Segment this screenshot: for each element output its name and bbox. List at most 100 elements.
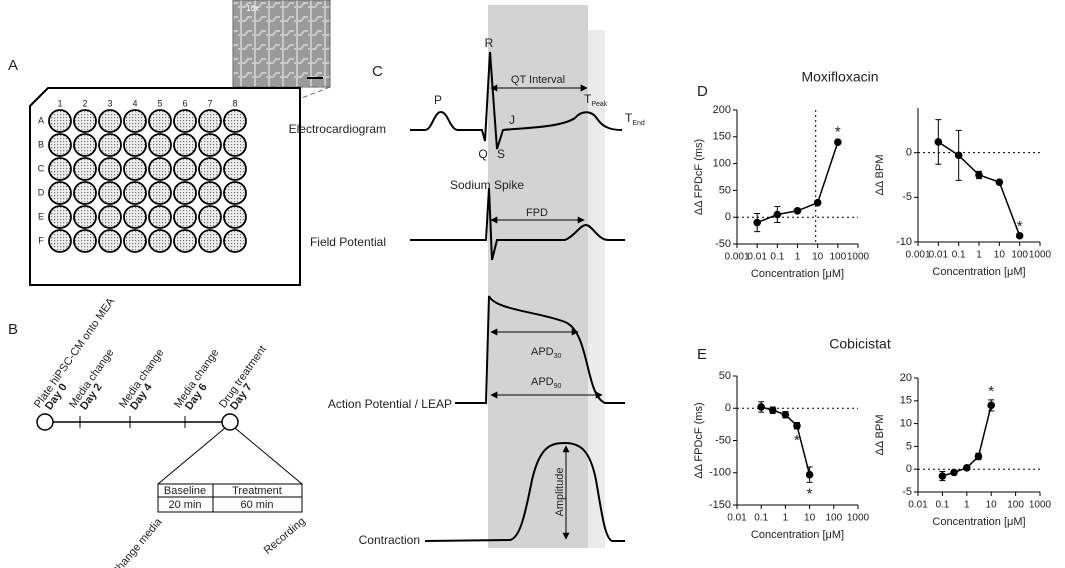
well xyxy=(173,205,197,229)
x-tick-label: 0.01 xyxy=(929,250,949,261)
well xyxy=(198,229,222,253)
data-point xyxy=(805,470,814,479)
row-label: B xyxy=(38,139,44,149)
x-tick-label: 100 xyxy=(829,252,846,263)
x-tick-label: 1 xyxy=(795,252,801,263)
y-tick-label: -50 xyxy=(715,238,731,250)
x-tick-label: 10 xyxy=(986,500,998,511)
y-tick-label: 0 xyxy=(906,147,912,159)
shaded-band xyxy=(488,5,588,548)
significance-marker: * xyxy=(807,485,813,502)
row-label: A xyxy=(38,115,44,125)
well xyxy=(173,181,197,205)
wave-label: R xyxy=(485,36,494,50)
data-point xyxy=(938,472,947,480)
data-point xyxy=(773,210,782,219)
well xyxy=(223,229,247,253)
timeline-start xyxy=(36,413,54,431)
y-axis-label: ΔΔ FPDcF (ms) xyxy=(693,139,705,215)
well xyxy=(148,229,172,253)
wave-label: T xyxy=(625,111,633,125)
phase-duration: 60 min xyxy=(240,499,273,511)
wave-label: P xyxy=(434,93,442,107)
data-point xyxy=(757,403,765,411)
y-tick-label: 10 xyxy=(900,418,912,430)
well xyxy=(173,133,197,157)
zoom-line xyxy=(234,427,303,485)
well xyxy=(148,133,172,157)
y-tick-label: 5 xyxy=(906,440,912,452)
well xyxy=(198,109,222,133)
well xyxy=(98,229,122,253)
x-tick-label: 100 xyxy=(1011,250,1028,261)
data-point xyxy=(995,178,1004,186)
panel-letter: C xyxy=(372,63,383,80)
well xyxy=(223,157,247,181)
well xyxy=(198,133,222,157)
y-tick-label: -10 xyxy=(896,236,912,248)
y-tick-label: 0 xyxy=(906,463,912,475)
well xyxy=(148,157,172,181)
well xyxy=(123,205,147,229)
chart: -150 -100 -50 0 50 0.01 0.1 1 10 100 1000 ΔΔ FPDcF … xyxy=(693,370,870,541)
x-tick-label: 1 xyxy=(976,250,982,261)
x-axis-label: Concentration [μM] xyxy=(751,268,844,280)
well xyxy=(198,157,222,181)
x-axis-label: Concentration [μM] xyxy=(932,516,1025,528)
x-tick-label: 0.1 xyxy=(935,500,949,511)
panel-a: A 10x 1 2 3 4 5 6 7 8 A B C D E F xyxy=(8,0,331,286)
timeline-end xyxy=(221,413,239,431)
chart: -5 0 5 10 15 20 0.01 0.1 1 10 100 1000 ΔΔ BPM Concent… xyxy=(874,372,1052,528)
y-axis-label: ΔΔ FPDcF (ms) xyxy=(693,402,705,478)
interval-label: APD30 xyxy=(531,346,562,360)
trace-label: Electrocardiogram xyxy=(289,122,386,136)
protocol-box xyxy=(157,483,303,513)
protocol-start: Change media xyxy=(109,515,165,568)
data-point xyxy=(793,206,802,215)
data-point xyxy=(963,464,971,472)
microscope-inset xyxy=(232,0,331,88)
data-point xyxy=(987,401,995,410)
zoom-line xyxy=(157,427,226,485)
well xyxy=(148,109,172,133)
x-tick-label: 1 xyxy=(783,513,789,524)
data-point xyxy=(768,406,777,414)
x-axis-label: Concentration [μM] xyxy=(932,266,1025,278)
x-tick-label: 0.01 xyxy=(908,500,928,511)
well xyxy=(98,133,122,157)
x-tick-label: 1000 xyxy=(1029,500,1052,511)
well xyxy=(148,181,172,205)
well xyxy=(173,229,197,253)
wave-subscript: Peak xyxy=(591,101,607,108)
y-tick-label: 200 xyxy=(713,104,731,116)
well xyxy=(73,133,97,157)
well xyxy=(123,229,147,253)
y-axis-label: ΔΔ BPM xyxy=(874,415,886,456)
well xyxy=(123,157,147,181)
data-point xyxy=(974,452,983,461)
wave-label: Sodium Spike xyxy=(450,178,524,192)
series-line xyxy=(937,141,1021,237)
well xyxy=(73,109,97,133)
panel-letter: A xyxy=(8,57,18,74)
interval-label: APD xyxy=(531,346,554,358)
x-tick-label: 0.01 xyxy=(747,252,767,263)
well xyxy=(73,181,97,205)
x-tick-label: 100 xyxy=(1007,500,1024,511)
phase-name: Baseline xyxy=(164,485,206,497)
column-label: 3 xyxy=(107,98,112,108)
x-tick-label: 1 xyxy=(964,500,970,511)
y-tick-label: 15 xyxy=(900,395,912,407)
trace-label: Action Potential / LEAP xyxy=(328,397,452,411)
panel-title: Moxifloxacin xyxy=(801,69,878,85)
y-tick-label: 50 xyxy=(719,370,731,382)
well xyxy=(198,205,222,229)
column-label: 7 xyxy=(207,98,212,108)
well xyxy=(73,205,97,229)
panel-letter: B xyxy=(8,321,18,338)
wave-label: Q xyxy=(478,147,487,161)
significance-marker: * xyxy=(835,124,841,141)
data-point xyxy=(950,468,958,477)
